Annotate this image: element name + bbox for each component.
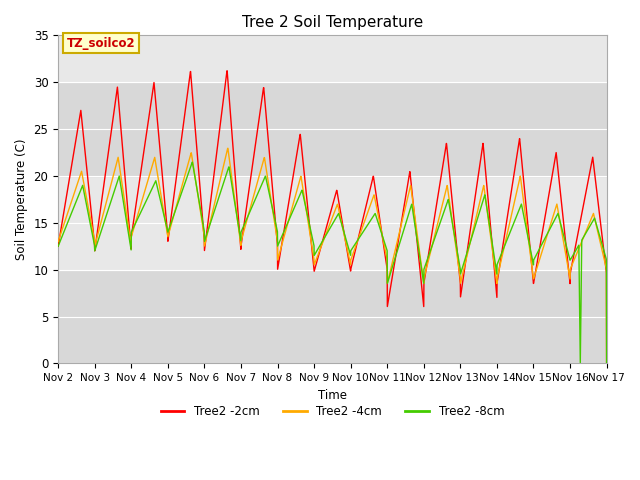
Bar [58,82,607,176]
Title: Tree 2 Soil Temperature: Tree 2 Soil Temperature [242,15,423,30]
Legend: Tree2 -2cm, Tree2 -4cm, Tree2 -8cm: Tree2 -2cm, Tree2 -4cm, Tree2 -8cm [156,401,509,423]
Text: TZ_soilco2: TZ_soilco2 [67,37,135,50]
Bar [58,176,607,270]
Bar [58,270,607,363]
Bar [58,36,607,82]
X-axis label: Time: Time [318,389,347,402]
Y-axis label: Soil Temperature (C): Soil Temperature (C) [15,139,28,260]
